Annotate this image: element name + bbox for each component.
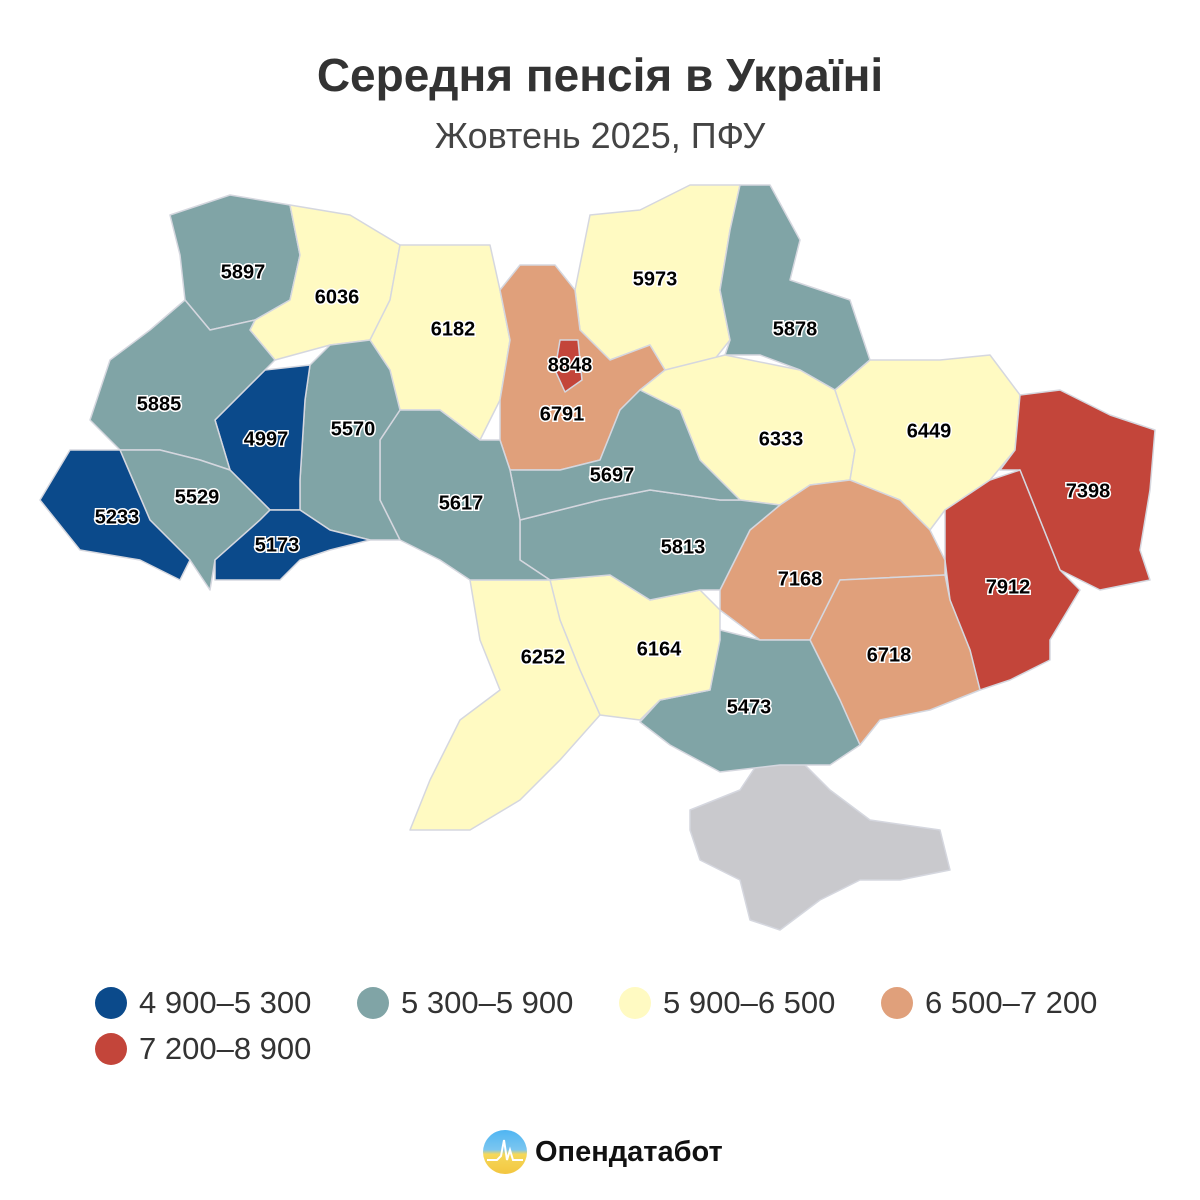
brand-name: Опендатабот (535, 1135, 723, 1168)
region-value-label: 5529 (175, 486, 220, 508)
legend-label: 5 300–5 900 (401, 985, 574, 1020)
region-lviv (89, 299, 276, 471)
page-title: Середня пенсія в Україні (316, 49, 884, 101)
region-value-label: 8848 (548, 354, 593, 376)
region-crimea (689, 759, 951, 931)
region-value-label: 6718 (867, 644, 912, 666)
legend-item: 6 500–7 200 (881, 985, 1143, 1021)
legend-item: 7 200–8 900 (95, 1031, 357, 1067)
region-value-label: 5617 (439, 492, 484, 514)
region-value-label: 5697 (590, 464, 635, 486)
legend-item: 4 900–5 300 (95, 985, 357, 1021)
region-zakarpattia (39, 449, 191, 581)
region-value-label: 7912 (986, 576, 1031, 598)
legend-label: 6 500–7 200 (925, 985, 1098, 1020)
legend-swatch (619, 987, 651, 1019)
region-value-label: 5878 (773, 318, 818, 340)
region-value-label: 7398 (1066, 480, 1111, 502)
region-value-label: 5473 (727, 696, 772, 718)
region-value-label: 5973 (633, 268, 678, 290)
region-value-label: 6182 (431, 318, 476, 340)
legend-item: 5 900–6 500 (619, 985, 881, 1021)
region-value-label: 4997 (244, 428, 289, 450)
legend-swatch (881, 987, 913, 1019)
legend-label: 5 900–6 500 (663, 985, 836, 1020)
brand-logo: Опендатабот (483, 1130, 723, 1174)
region-value-label: 5813 (661, 536, 706, 558)
region-luhansk (999, 389, 1156, 591)
region-value-label: 5570 (331, 418, 376, 440)
legend-swatch (357, 987, 389, 1019)
region-odesa (409, 579, 601, 831)
legend-label: 7 200–8 900 (139, 1031, 312, 1066)
region-value-label: 5885 (137, 393, 182, 415)
logo-icon (483, 1130, 527, 1174)
region-value-label: 6791 (540, 403, 585, 425)
region-chernivtsi (214, 509, 371, 581)
region-kyiv-city (554, 339, 583, 393)
legend-label: 4 900–5 300 (139, 985, 312, 1020)
region-value-label: 6036 (315, 286, 360, 308)
region-rivne (249, 204, 401, 361)
region-value-label: 6333 (759, 428, 804, 450)
legend: 4 900–5 300 5 300–5 900 5 900–6 500 6 50… (95, 985, 1145, 1067)
region-value-label: 6252 (521, 646, 566, 668)
region-value-label: 6164 (637, 638, 682, 660)
region-value-label: 5897 (221, 261, 266, 283)
legend-item: 5 300–5 900 (357, 985, 619, 1021)
page-subtitle: Жовтень 2025, ПФУ (434, 115, 766, 156)
region-value-label: 5233 (95, 506, 140, 528)
legend-swatch (95, 1033, 127, 1065)
region-value-label: 7168 (778, 568, 823, 590)
legend-swatch (95, 987, 127, 1019)
region-value-label: 6449 (907, 420, 952, 442)
region-value-label: 5173 (255, 534, 300, 556)
